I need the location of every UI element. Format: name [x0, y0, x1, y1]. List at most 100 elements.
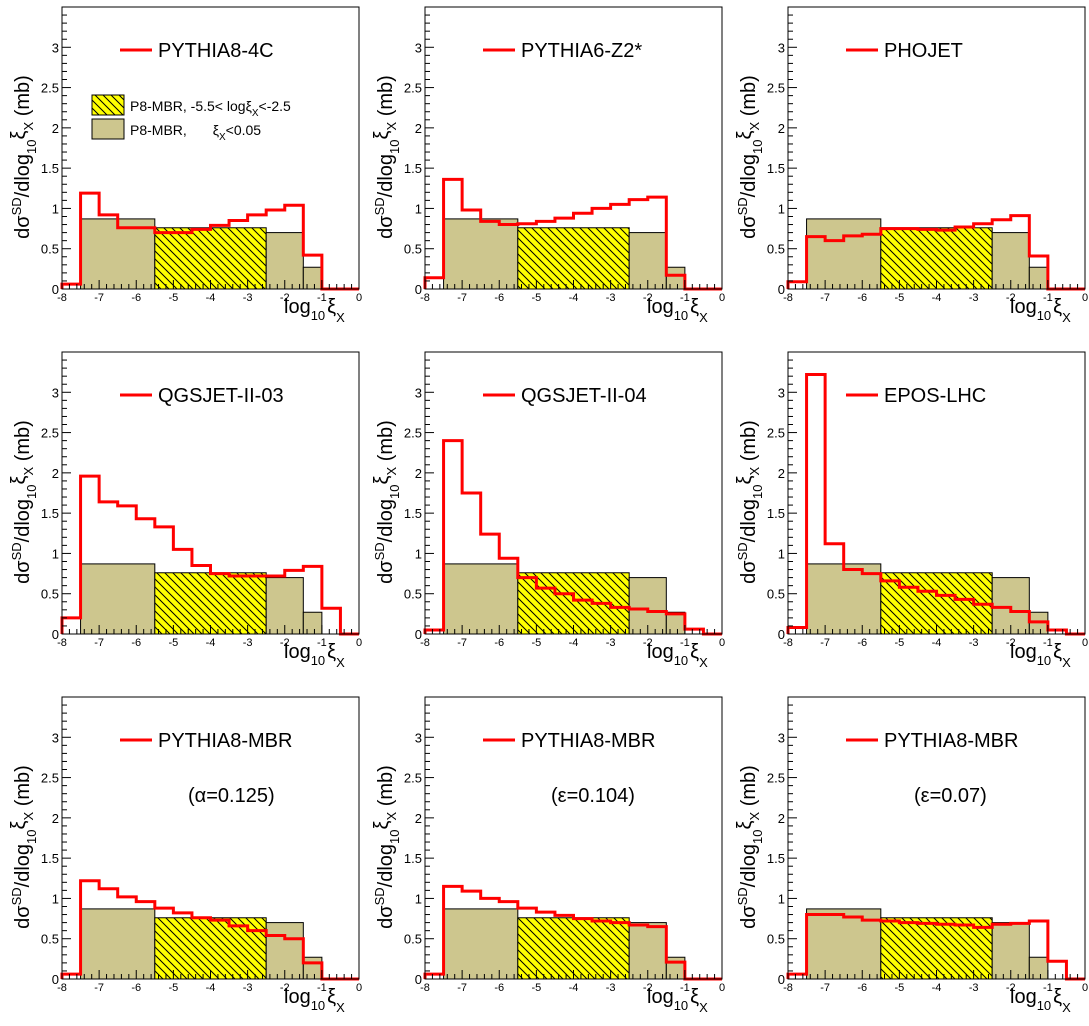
y-axis-title: dσSD/dlog10ξX (mb): [371, 75, 402, 239]
panel-7: -8 -7 -6 -5 -4 -3 -2 -1 0 0 0.5 1 1.5 2 2.5 3 log10 ξX dσS…: [8, 696, 362, 1015]
x-tick-label: -7: [820, 982, 830, 994]
x-tick-label: -8: [420, 292, 430, 304]
x-tick-label: -4: [569, 292, 579, 304]
x-tick-label: -3: [969, 292, 979, 304]
x-tick-label: -4: [932, 637, 942, 649]
y-axis-title: dσSD/dlog10ξX (mb): [734, 420, 765, 584]
x-tick-label: -4: [932, 982, 942, 994]
x-tick-label: -2: [643, 637, 653, 649]
y-tick-label: 0.5: [404, 932, 422, 947]
x-tick-label: -2: [280, 637, 290, 649]
y-tick-label: 2.5: [41, 771, 59, 786]
x-tick-label: -3: [606, 637, 616, 649]
x-tick-label: -3: [243, 982, 253, 994]
y-axis-title: dσSD/dlog10ξX (mb): [734, 765, 765, 929]
y-tick-label: 2.5: [41, 81, 59, 96]
mc-histogram-line: [60, 474, 359, 636]
y-tick-label: 1.5: [41, 506, 59, 521]
x-tick-label: -6: [494, 292, 504, 304]
y-tick-label: 1.5: [41, 161, 59, 176]
y-tick-label: 0.5: [767, 932, 785, 947]
y-tick-label: 2.5: [404, 771, 422, 786]
x-tick-label: -1: [317, 982, 327, 994]
x-tick-label: 0: [719, 982, 725, 994]
y-tick-label: 0.5: [404, 587, 422, 602]
y-tick-label: 1.5: [767, 851, 785, 866]
model-parameter-note: (ε=0.104): [551, 785, 635, 807]
x-tick-label: -6: [494, 637, 504, 649]
x-tick-label: -8: [783, 637, 793, 649]
x-tick-label: -1: [1043, 292, 1053, 304]
x-tick-label: 0: [1082, 292, 1088, 304]
x-tick-label: -5: [531, 982, 541, 994]
x-tick-label: -7: [94, 292, 104, 304]
mc-histogram-line: [786, 913, 1085, 981]
panel-1: -8 -7 -6 -5 -4 -3 -2 -1 0 0 0.5 1 1.5 2 2.5 3 log10 ξX dσS…: [8, 6, 362, 325]
y-tick-label: 0.5: [767, 587, 785, 602]
y-tick-label: 1: [52, 201, 59, 216]
reference-bar: [302, 266, 323, 290]
x-tick-label: -8: [420, 982, 430, 994]
y-tick-label: 2: [415, 466, 422, 481]
x-tick-label: -4: [206, 982, 216, 994]
y-axis-title: dσSD/dlog10ξX (mb): [8, 75, 39, 239]
y-tick-label: 2: [778, 811, 785, 826]
reference-bar-hatched: [517, 227, 630, 290]
model-parameter-note: (α=0.125): [188, 785, 275, 807]
y-tick-label: 3: [778, 40, 785, 55]
legend-model-name: EPOS-LHC: [884, 385, 986, 407]
reference-bar: [1028, 266, 1049, 290]
reference-bar: [991, 577, 1030, 635]
y-tick-label: 1.5: [767, 506, 785, 521]
y-tick-label: 0: [778, 282, 785, 297]
x-tick-label: -7: [457, 292, 467, 304]
x-axis-title: log10 ξX: [284, 641, 345, 670]
x-tick-label: -3: [243, 637, 253, 649]
y-tick-label: 0: [52, 972, 59, 987]
panel-8: -8 -7 -6 -5 -4 -3 -2 -1 0 0 0.5 1 1.5 2 2.5 3 log10 ξX dσS…: [371, 696, 725, 1015]
y-axis-title: dσSD/dlog10ξX (mb): [371, 765, 402, 929]
x-tick-label: -7: [94, 982, 104, 994]
x-tick-label: -4: [206, 637, 216, 649]
y-tick-label: 3: [778, 730, 785, 745]
reference-bar: [265, 922, 304, 980]
y-tick-label: 0: [415, 627, 422, 642]
x-tick-label: -7: [820, 292, 830, 304]
reference-bar: [80, 908, 156, 980]
x-tick-label: -3: [969, 637, 979, 649]
model-parameter-note: (ε=0.07): [914, 785, 987, 807]
x-tick-label: -2: [1006, 637, 1016, 649]
x-tick-label: -3: [969, 982, 979, 994]
x-tick-label: -1: [680, 982, 690, 994]
y-tick-label: 0: [52, 627, 59, 642]
reference-bar-hatched: [154, 572, 267, 635]
x-tick-label: -7: [820, 637, 830, 649]
x-tick-label: -7: [94, 637, 104, 649]
x-axis-title: log10 ξX: [647, 296, 708, 325]
x-tick-label: -6: [494, 982, 504, 994]
reference-bar-hatched: [154, 917, 267, 980]
x-tick-label: -6: [857, 982, 867, 994]
legend-reference-plain: P8-MBR, ξX<0.05: [130, 122, 261, 143]
x-tick-label: -2: [280, 292, 290, 304]
x-axis-title: log10 ξX: [647, 986, 708, 1015]
reference-bar-hatched: [154, 227, 267, 290]
reference-bar: [665, 266, 686, 290]
x-tick-label: -8: [783, 292, 793, 304]
x-tick-label: -6: [857, 292, 867, 304]
reference-bar: [302, 611, 323, 635]
reference-bar: [302, 956, 323, 980]
y-tick-label: 1: [778, 546, 785, 561]
x-tick-label: 0: [719, 637, 725, 649]
panel-2: -8 -7 -6 -5 -4 -3 -2 -1 0 0 0.5 1 1.5 2 2.5 3 log10 ξX dσS…: [371, 6, 725, 325]
reference-bar: [443, 563, 519, 635]
x-axis-title: log10 ξX: [1010, 986, 1071, 1015]
y-tick-label: 1.5: [404, 161, 422, 176]
y-tick-label: 2.5: [41, 426, 59, 441]
y-tick-label: 1: [778, 201, 785, 216]
x-tick-label: -1: [680, 292, 690, 304]
y-tick-label: 3: [778, 385, 785, 400]
y-axis-title: dσSD/dlog10ξX (mb): [8, 420, 39, 584]
y-tick-label: 2: [52, 121, 59, 136]
x-tick-label: -2: [280, 982, 290, 994]
